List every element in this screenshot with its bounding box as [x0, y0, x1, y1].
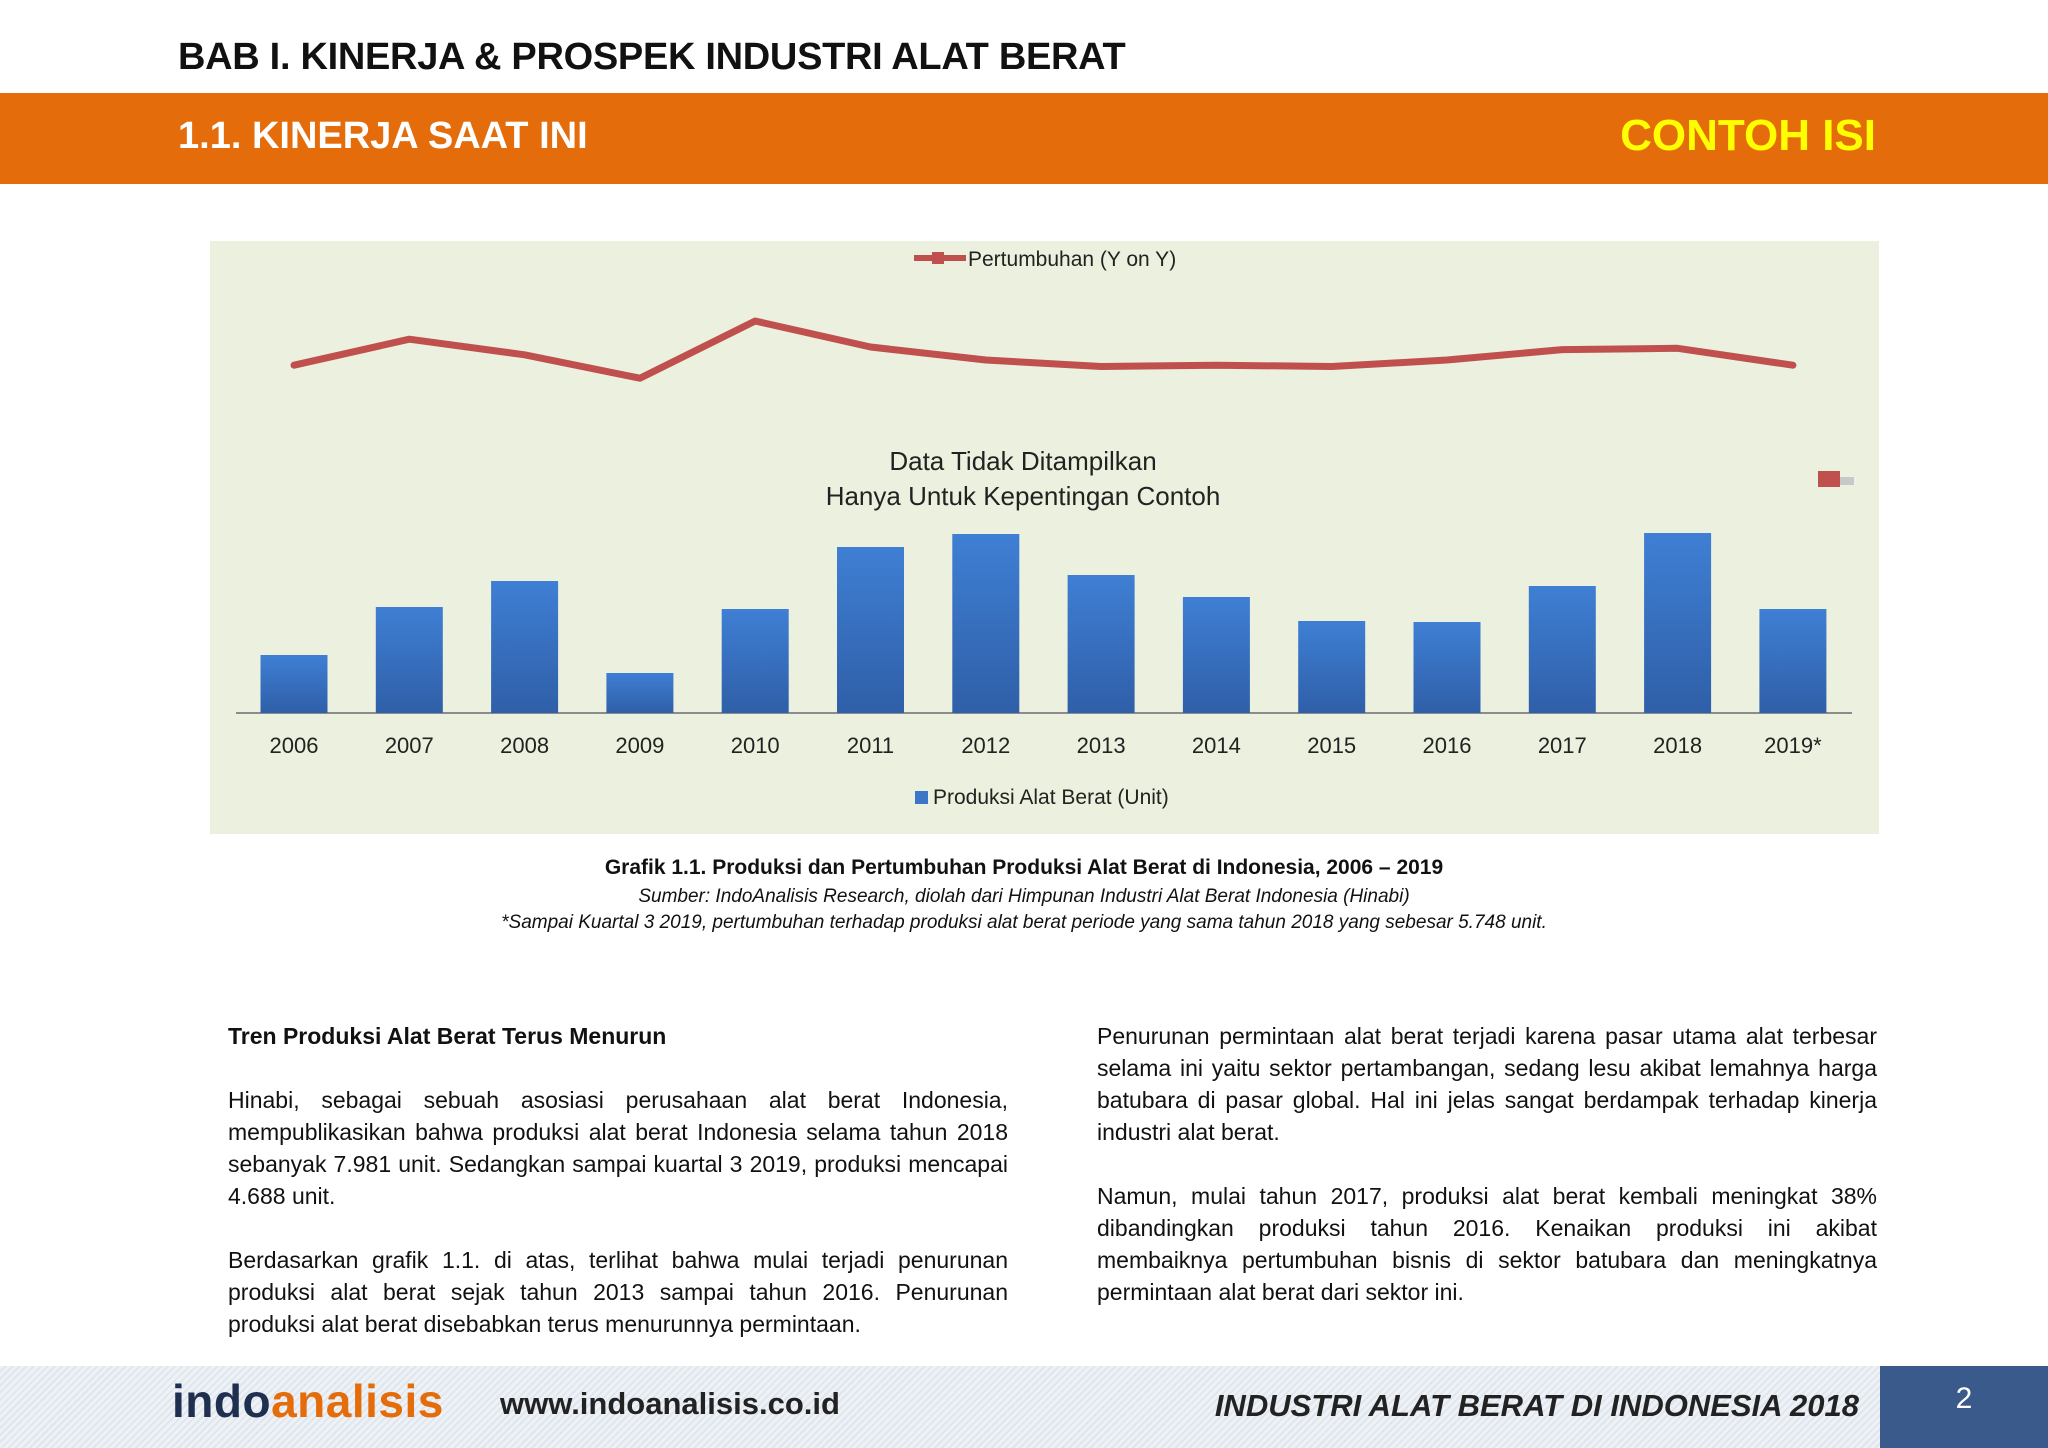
- tick-label-2008: 2008: [500, 733, 549, 758]
- growth-point-2009: [638, 377, 641, 380]
- paragraph-decline: Berdasarkan grafik 1.1. di atas, terliha…: [228, 1247, 1008, 1337]
- footer-report-title: INDUSTRI ALAT BERAT DI INDONESIA 2018: [1214, 1388, 1859, 1423]
- paragraph-demand: Penurunan permintaan alat berat terjadi …: [1097, 1023, 1877, 1145]
- bar-2009: [606, 673, 674, 713]
- chart-caption-source: Sumber: IndoAnalisis Research, diolah da…: [638, 886, 1410, 907]
- growth-point-2010: [754, 320, 757, 322]
- legend-production-label: Produksi Alat Berat (Unit): [933, 786, 1169, 809]
- growth-point-2011: [869, 346, 872, 348]
- indoanalisis-logo[interactable]: indoanalisis: [172, 1375, 444, 1427]
- bar-2019*: [1759, 609, 1827, 713]
- growth-point-2008: [523, 353, 526, 356]
- body-column-left: Tren Produksi Alat Berat Terus Menurun H…: [228, 1020, 1008, 1372]
- legend-line-marker: [932, 252, 944, 264]
- bar-2014: [1182, 597, 1250, 713]
- tick-label-2019*: 2019*: [1764, 733, 1822, 758]
- bar-2011: [837, 547, 904, 713]
- tick-label-2017: 2017: [1538, 733, 1587, 758]
- growth-line: [290, 317, 1797, 382]
- page-number: 2: [1955, 1382, 1973, 1415]
- growth-point-2017: [1561, 348, 1564, 351]
- chapter-title: BAB I. KINERJA & PROSPEK INDUSTRI ALAT B…: [178, 36, 1126, 78]
- bar-2006: [260, 655, 328, 713]
- paragraph-hinabi: Hinabi, sebagai sebuah asosiasi perusaha…: [228, 1087, 1008, 1209]
- bar-2007: [375, 607, 443, 713]
- growth-point-2016: [1446, 359, 1448, 361]
- body-column-right: Penurunan permintaan alat berat terjadi …: [1097, 1020, 1877, 1340]
- growth-point-2006: [293, 364, 295, 367]
- chart-area: 2006 2007 2008 2009 2010 2011 2012 2013 2014 2015…: [210, 241, 1879, 834]
- tick-label-2013: 2013: [1077, 733, 1126, 758]
- growth-point-2019*: [1791, 364, 1794, 367]
- bar-2012: [952, 534, 1020, 713]
- bar-2017: [1528, 586, 1596, 713]
- legend-marker-right: [1818, 471, 1840, 487]
- chart-watermark: Data Tidak Ditampilkan Hanya Untuk Kepen…: [210, 444, 1836, 514]
- sample-content-label: CONTOH ISI: [1620, 111, 1876, 160]
- section-title: 1.1. KINERJA SAAT INI: [178, 115, 588, 157]
- growth-point-2007: [408, 338, 411, 341]
- article-heading: Tren Produksi Alat Berat Terus Menurun: [228, 1023, 667, 1049]
- chart-caption-title: Grafik 1.1. Produksi dan Pertumbuhan Pro…: [604, 856, 1444, 879]
- bar-2013: [1067, 575, 1135, 713]
- legend-growth-label: Pertumbuhan (Y on Y): [968, 248, 1176, 271]
- section-header-band: 1.1. KINERJA SAAT INI CONTOH ISI: [0, 93, 2048, 184]
- tick-label-2009: 2009: [615, 733, 664, 758]
- tick-label-2018: 2018: [1653, 733, 1702, 758]
- tick-label-2010: 2010: [731, 733, 780, 758]
- growth-point-2012: [984, 359, 987, 361]
- bar-2015: [1298, 621, 1366, 713]
- page-footer: indoanalisis www.indoanalisis.co.id INDU…: [0, 1366, 2048, 1448]
- production-growth-chart: 2006 2007 2008 2009 2010 2011 2012 2013 2014 2015…: [236, 248, 1854, 809]
- legend-bar-swatch: [915, 791, 928, 804]
- website-link[interactable]: www.indoanalisis.co.id: [500, 1386, 840, 1421]
- tick-label-2011: 2011: [847, 733, 894, 758]
- chart-caption-note: *Sampai Kuartal 3 2019, pertumbuhan terh…: [501, 912, 1547, 933]
- bar-2010: [721, 609, 789, 713]
- tick-label-2014: 2014: [1192, 733, 1241, 758]
- legend-marker-right-shadow: [1840, 477, 1854, 485]
- tick-label-2006: 2006: [270, 733, 319, 758]
- paragraph-recovery: Namun, mulai tahun 2017, produksi alat b…: [1097, 1183, 1877, 1305]
- watermark-line-1: Data Tidak Ditampilkan: [889, 446, 1157, 476]
- watermark-line-2: Hanya Untuk Kepentingan Contoh: [825, 481, 1221, 511]
- bar-2016: [1413, 622, 1481, 713]
- bar-2018: [1644, 533, 1712, 713]
- growth-point-2018: [1676, 347, 1679, 350]
- growth-point-2015: [1330, 365, 1333, 368]
- tick-label-2015: 2015: [1307, 733, 1356, 758]
- tick-label-2007: 2007: [385, 733, 434, 758]
- growth-point-2014: [1215, 364, 1218, 367]
- page-number-box: 2: [1880, 1366, 2048, 1448]
- growth-point-2013: [1100, 365, 1103, 368]
- tick-label-2012: 2012: [961, 733, 1010, 758]
- bar-2008: [491, 581, 559, 713]
- tick-label-2016: 2016: [1423, 733, 1472, 758]
